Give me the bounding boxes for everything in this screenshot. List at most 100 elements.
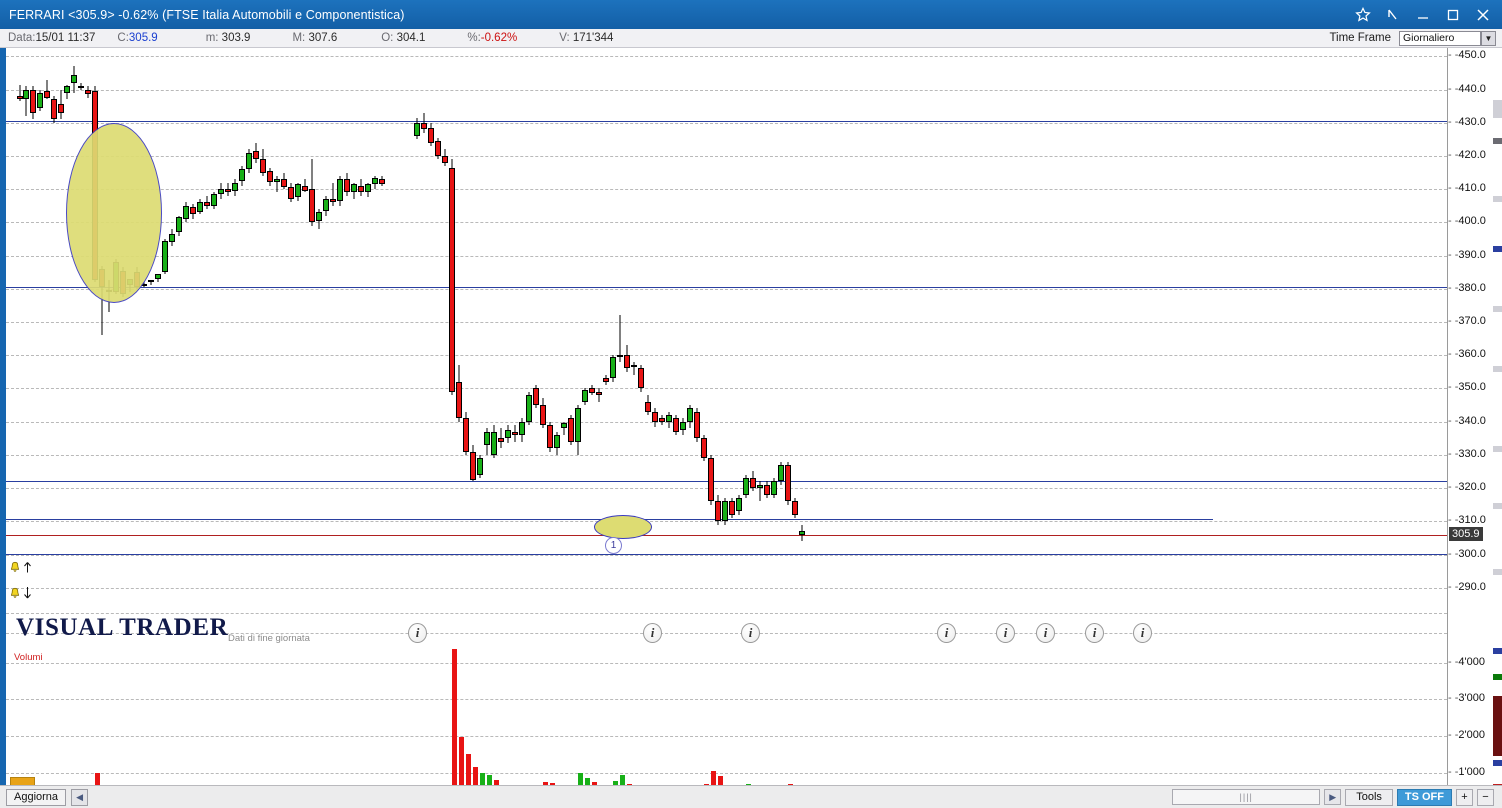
info-icon[interactable]: i [1036,623,1055,643]
timeframe-dropdown[interactable]: Giornaliero ▼ [1399,30,1496,46]
arrow-up-left-icon[interactable] [1378,0,1408,29]
axis-mini-indicator[interactable] [1493,366,1502,372]
volume-bar [465,753,471,785]
info-icon[interactable]: i [643,623,662,643]
candlestick [659,415,665,425]
candlestick [176,215,182,236]
candlestick [638,365,644,392]
axis-mini-indicator[interactable] [1493,696,1502,756]
axis-mini-indicator[interactable] [1493,760,1502,766]
candlestick [631,361,637,376]
candlestick [442,149,448,166]
candle-body [316,212,322,221]
candle-body [687,408,693,422]
candle-body [526,395,532,422]
candle-body [708,458,714,502]
axis-mini-indicator[interactable] [1493,100,1502,118]
ts-toggle-button[interactable]: TS OFF [1396,788,1452,806]
candle-body [694,411,700,439]
candlestick [379,175,385,186]
candle-body [323,199,329,211]
minimize-icon[interactable] [1408,0,1438,29]
candle-body [568,418,574,442]
volume-bar [479,772,485,785]
price-tick-label: - -390.0 [1448,248,1486,261]
candle-body [477,458,483,475]
alarm-up[interactable] [9,561,33,574]
candlestick [435,137,441,160]
price-tick-label: - -370.0 [1448,315,1486,327]
info-icon[interactable]: i [741,623,760,643]
axis-mini-indicator[interactable] [1493,246,1502,252]
axis-mini-indicator[interactable] [1493,503,1502,509]
info-icon[interactable]: i [937,623,956,643]
info-icon[interactable]: i [1133,623,1152,643]
price-tick-label: - -360.0 [1448,348,1486,361]
candlestick [491,424,497,459]
axis-mini-indicator[interactable] [1493,196,1502,202]
candlestick [792,498,798,518]
timeframe-value[interactable]: Giornaliero [1399,30,1481,46]
price-tick-label: - -310.0 [1448,514,1486,527]
candle-body [23,89,29,100]
candle-body [750,478,756,489]
axis-mini-indicator[interactable] [1493,648,1502,654]
current-price-tag: 305.9 [1449,526,1483,541]
scroll-forward-button[interactable]: ❯ [10,777,35,785]
horizontal-scrollbar[interactable]: |||| [1172,789,1321,805]
candlestick [764,481,770,499]
candlestick [323,195,329,216]
timeframe-control[interactable]: Time Frame Giornaliero ▼ [1329,30,1502,46]
candle-body [44,91,50,98]
candlestick [358,179,364,196]
info-icon[interactable]: i [996,623,1015,643]
price-pane[interactable] [6,48,1447,601]
candlestick [582,388,588,406]
candlestick [575,405,581,455]
candlestick [736,494,742,515]
maximize-icon[interactable] [1438,0,1468,29]
candlestick [337,175,343,206]
candle-body [190,207,196,215]
close-icon[interactable] [1468,0,1498,29]
scroll-back-button[interactable]: ◀ [71,788,89,806]
axis-mini-indicator[interactable] [1493,138,1502,144]
axis-mini-indicator[interactable] [1493,569,1502,575]
candle-body [666,414,672,422]
candlestick [372,175,378,190]
quote-min: m: 303.9 [205,32,251,44]
axis-mini-indicator[interactable] [1493,306,1502,312]
candle-body [603,378,609,382]
axis-mini-indicator[interactable] [1493,674,1502,680]
refresh-button[interactable]: Aggiorna [6,788,67,806]
scrollbar-forward-button[interactable]: ▶ [1324,789,1342,805]
chart-plot-area[interactable]: 1 VISUAL TRADER Dati di fine giornata Vo… [6,48,1502,785]
candlestick [498,428,504,449]
chevron-down-icon[interactable]: ▼ [1481,30,1496,46]
candle-body [85,89,91,95]
alarm-down[interactable] [9,586,33,600]
candlestick [44,79,50,100]
info-icon[interactable]: i [408,623,427,643]
candle-body [204,202,210,206]
info-icon[interactable]: i [1085,623,1104,643]
price-axis-right[interactable]: - -450.0 - -440.0 - -430.0 - -420.0 - -410.0… [1447,48,1502,785]
quote-close: C:305.9 [117,32,158,44]
candle-body [372,177,378,185]
candle-body [344,179,350,193]
volume-pane-label: Volumi [14,652,43,663]
price-gridline [6,454,1447,456]
visual-trader-logo: VISUAL TRADER [16,614,229,641]
tools-button[interactable]: Tools [1345,788,1393,806]
candle-body [799,531,805,535]
axis-mini-indicator[interactable] [1493,446,1502,452]
axis-mini-indicator[interactable] [1493,784,1502,785]
zoom-out-button[interactable]: − [1477,788,1494,806]
candle-body [58,104,64,113]
candlestick [23,86,29,117]
volume-pane[interactable] [6,646,1447,785]
zoom-in-button[interactable]: + [1456,788,1473,806]
candle-body [302,185,308,191]
pattern-marker-1[interactable]: 1 [605,537,622,554]
star-icon[interactable] [1348,0,1378,29]
